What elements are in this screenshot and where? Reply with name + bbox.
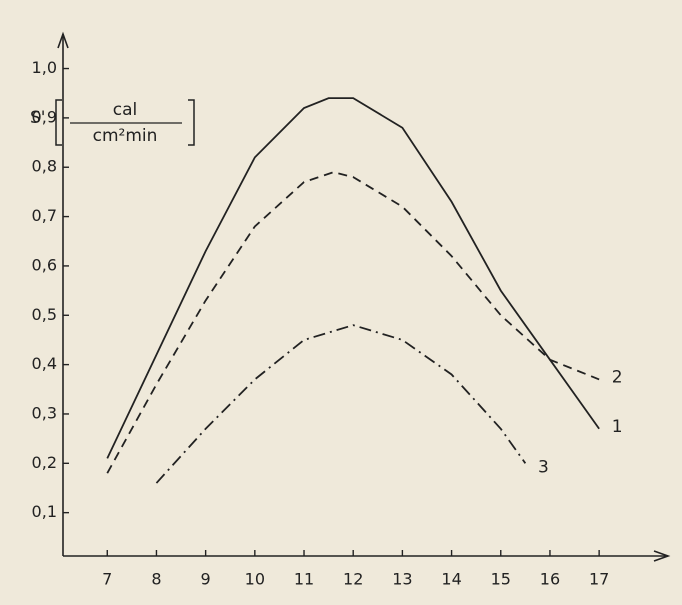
y-tick-label: 0,8 — [32, 157, 57, 176]
x-tick-label: 12 — [343, 570, 363, 589]
series-line — [155, 324, 527, 484]
series-line — [106, 97, 600, 459]
y-tick-label: 0,1 — [32, 502, 57, 521]
series-label: 2 — [612, 367, 623, 387]
y-tick-label: 1,0 — [32, 58, 57, 77]
x-axis-arrow — [653, 550, 671, 562]
y-tick-label: 0,3 — [32, 403, 57, 422]
unit-bracket — [55, 99, 195, 146]
x-tick-label: 14 — [441, 570, 461, 589]
y-unit-numerator: cal — [113, 100, 138, 120]
x-tick-label: 13 — [392, 570, 412, 589]
x-tick-label: 7 — [102, 570, 112, 589]
x-tick-label: 10 — [245, 570, 265, 589]
x-tick-label: 17 — [589, 570, 609, 589]
series-line — [106, 171, 600, 474]
series-label: 1 — [612, 417, 623, 437]
y-axis-label: S' — [30, 108, 45, 128]
x-tick-label: 8 — [151, 570, 161, 589]
x-tick-label: 11 — [294, 570, 314, 589]
y-tick-label: 0,2 — [32, 453, 57, 472]
x-tick-label: 15 — [491, 570, 511, 589]
y-unit-denominator: cm²min — [93, 126, 158, 146]
y-tick-label: 0,9 — [32, 107, 57, 126]
series-label: 3 — [538, 457, 549, 477]
y-axis-arrow — [57, 31, 69, 49]
y-tick-label: 0,4 — [32, 354, 57, 373]
y-tick-label: 0,6 — [32, 255, 57, 274]
y-tick-label: 0,5 — [32, 305, 57, 324]
y-tick-label: 0,7 — [32, 206, 57, 225]
x-tick-label: 16 — [540, 570, 560, 589]
x-tick-label: 9 — [201, 570, 211, 589]
